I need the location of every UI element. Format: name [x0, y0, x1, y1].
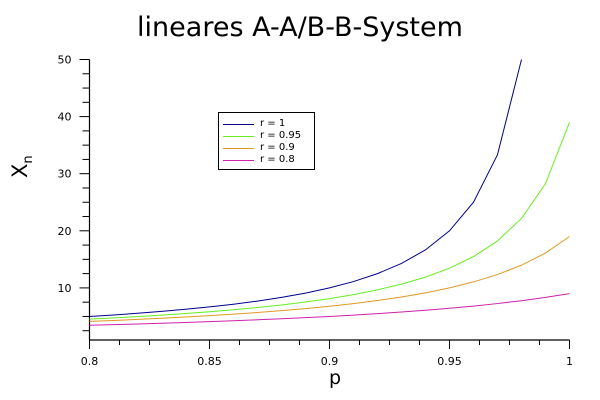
x-axis-label: p [328, 367, 342, 389]
x-tick-label: 1 [566, 355, 573, 368]
y-axis-label-main: X [8, 163, 32, 178]
x-tick-label: 0.85 [197, 355, 222, 368]
legend-swatch [223, 159, 254, 161]
legend-item: r = 1 [223, 118, 285, 130]
legend: r = 1 r = 0.95 r = 0.9 r = 0.8 [218, 112, 315, 170]
legend-swatch [223, 135, 254, 137]
series-line [89, 122, 570, 320]
y-axis-label: Xn [8, 138, 38, 178]
y-tick-label: 20 [58, 225, 72, 238]
legend-label: r = 0.8 [260, 154, 295, 165]
x-tick-label: 0.9 [321, 355, 339, 368]
axes: 10 20 30 40 50 0.8 0.85 0.9 0.95 1 [58, 54, 574, 369]
x-tick-label: 0.95 [437, 355, 462, 368]
legend-label: r = 0.9 [260, 142, 295, 153]
legend-swatch [223, 123, 254, 125]
series-line [89, 59, 522, 317]
y-axis-label-subscript: n [21, 155, 37, 164]
legend-swatch [223, 147, 254, 149]
y-tick-label: 40 [58, 111, 72, 124]
legend-label: r = 0.95 [260, 130, 302, 141]
legend-item: r = 0.8 [223, 154, 295, 166]
series-line [89, 293, 570, 326]
chart-title: lineares A-A/B-B-System [137, 12, 463, 43]
y-tick-label: 50 [58, 54, 72, 67]
y-tick-label: 30 [58, 168, 72, 181]
x-tick-label: 0.8 [81, 355, 99, 368]
series-line [89, 236, 570, 322]
legend-item: r = 0.9 [223, 142, 295, 154]
legend-label: r = 1 [260, 118, 286, 129]
plot-lines [89, 59, 570, 326]
legend-item: r = 0.95 [223, 130, 301, 142]
y-tick-label: 10 [58, 282, 72, 295]
